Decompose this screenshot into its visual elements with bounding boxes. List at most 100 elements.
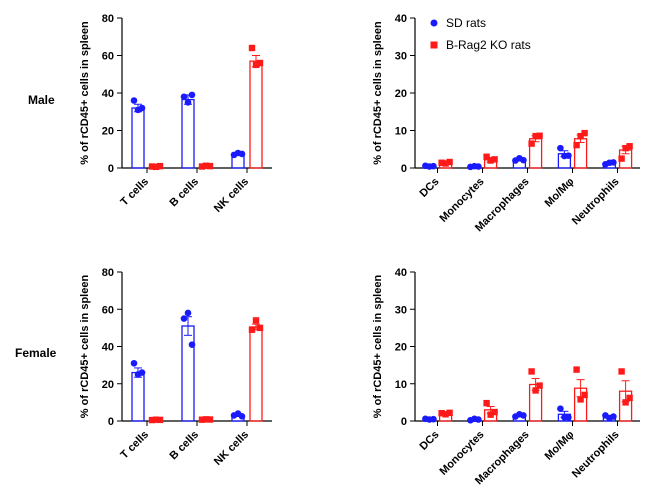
- x-tick-label: Monocytes: [437, 176, 486, 225]
- data-point-ko: [148, 416, 156, 424]
- y-axis-label: % of rCD45+ cells in spleen: [372, 21, 384, 165]
- x-tick-label: B cells: [168, 176, 202, 210]
- data-point-sd: [430, 162, 437, 170]
- y-tick-label: 0: [401, 163, 407, 175]
- legend-marker-ko: [430, 41, 438, 49]
- data-point-ko: [618, 155, 625, 162]
- y-tick-label: 80: [102, 13, 114, 25]
- y-tick-label: 40: [102, 88, 114, 100]
- data-point-ko: [581, 129, 588, 137]
- data-point-ko: [198, 416, 206, 423]
- x-tick-label: Mo/Mφ: [543, 429, 577, 463]
- data-point-ko: [148, 163, 156, 170]
- data-point-ko: [618, 368, 625, 375]
- y-tick-label: 30: [395, 304, 407, 316]
- y-tick-label: 20: [395, 88, 407, 100]
- data-point-ko: [252, 61, 260, 69]
- data-point-sd: [565, 413, 572, 421]
- data-point-sd: [565, 152, 572, 159]
- data-point-ko: [206, 416, 214, 423]
- data-point-ko: [198, 163, 206, 170]
- data-point-ko: [446, 409, 453, 417]
- x-tick-label: DCs: [418, 176, 442, 200]
- y-tick-label: 60: [102, 304, 114, 316]
- row-label-male: Male: [28, 93, 55, 107]
- bar: [181, 98, 195, 169]
- data-point-ko: [536, 382, 543, 389]
- chart-panel-1: 0 20 40 60 80 % of rCD45+ cells in spleen T ce…: [79, 13, 272, 215]
- x-tick-label: T cells: [118, 429, 151, 462]
- x-tick-label: DCs: [418, 429, 442, 453]
- bar: [131, 371, 145, 422]
- data-point-ko: [206, 162, 214, 170]
- y-tick-label: 60: [102, 51, 114, 63]
- bar: [249, 60, 263, 169]
- row-label-female: Female: [15, 346, 57, 360]
- data-point-sd: [138, 104, 146, 112]
- legend-label-sd: SD rats: [446, 16, 486, 30]
- y-tick-label: 80: [102, 267, 114, 279]
- data-point-ko: [577, 132, 584, 140]
- legend-marker-sd: [430, 19, 438, 27]
- data-point-ko: [528, 368, 535, 375]
- data-point-ko: [156, 162, 164, 170]
- data-point-ko: [256, 324, 264, 332]
- data-point-ko: [438, 159, 445, 166]
- data-point-sd: [557, 144, 564, 152]
- data-point-ko: [487, 157, 494, 164]
- data-point-sd: [520, 156, 527, 164]
- y-axis-label: % of rCD45+ cells in spleen: [372, 275, 384, 419]
- x-tick-label: B cells: [168, 429, 202, 463]
- data-point-ko: [152, 163, 160, 171]
- y-axis-label: % of rCD45+ cells in spleen: [79, 21, 91, 165]
- y-tick-label: 10: [395, 126, 407, 138]
- y-axis-label: % of rCD45+ cells in spleen: [79, 275, 91, 419]
- data-point-sd: [138, 369, 146, 376]
- data-point-ko: [483, 399, 490, 407]
- y-tick-label: 20: [102, 379, 114, 391]
- data-point-ko: [248, 326, 256, 333]
- data-point-ko: [202, 162, 210, 169]
- y-tick-label: 30: [395, 51, 407, 63]
- data-point-ko: [491, 156, 498, 163]
- data-point-ko: [528, 140, 535, 147]
- data-point-sd: [130, 359, 138, 367]
- y-tick-label: 20: [395, 342, 407, 354]
- data-point-sd: [180, 93, 188, 101]
- data-point-ko: [483, 153, 490, 160]
- bar: [131, 107, 145, 169]
- x-tick-label: T cells: [118, 176, 151, 209]
- bar: [181, 325, 195, 422]
- y-tick-label: 40: [395, 13, 407, 25]
- data-point-ko: [252, 317, 260, 324]
- data-point-ko: [532, 132, 539, 140]
- data-point-ko: [156, 416, 164, 424]
- data-point-ko: [487, 411, 494, 418]
- x-tick-label: Mo/Mφ: [543, 176, 577, 210]
- data-point-ko: [622, 144, 629, 152]
- y-tick-label: 10: [395, 379, 407, 391]
- data-point-ko: [152, 416, 160, 423]
- data-point-ko: [573, 366, 580, 373]
- y-tick-label: 20: [102, 126, 114, 138]
- data-point-sd: [475, 163, 482, 170]
- data-point-sd: [184, 99, 192, 106]
- x-tick-label: Neutrophils: [570, 429, 622, 481]
- data-point-ko: [577, 396, 584, 403]
- y-tick-label: 0: [108, 163, 114, 175]
- data-point-sd: [238, 150, 246, 158]
- data-point-sd: [430, 415, 437, 423]
- data-point-ko: [626, 394, 633, 402]
- data-point-sd: [180, 315, 188, 322]
- x-tick-label: Neutrophils: [570, 176, 622, 228]
- data-point-ko: [573, 141, 580, 149]
- data-point-sd: [184, 309, 192, 317]
- data-point-sd: [557, 405, 564, 413]
- data-point-sd: [130, 97, 138, 104]
- data-point-ko: [581, 391, 588, 399]
- y-tick-label: 40: [102, 342, 114, 354]
- data-point-ko: [532, 387, 539, 394]
- data-point-sd: [610, 159, 617, 166]
- data-point-ko: [491, 408, 498, 416]
